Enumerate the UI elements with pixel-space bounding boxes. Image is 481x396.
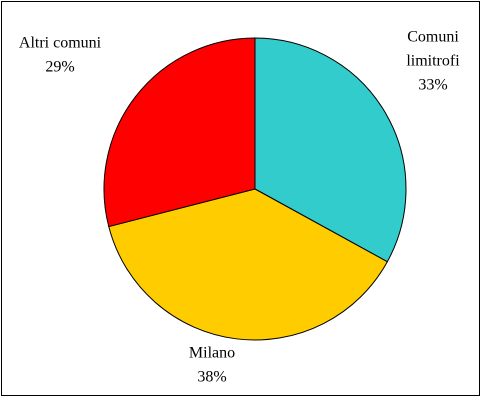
- slice-name-label-comuni-limitrofi: limitrofi: [406, 53, 460, 70]
- pie-slice-altri-comuni: [103, 37, 256, 228]
- slice-percent-label-altri-comuni: 29%: [45, 59, 74, 76]
- slice-name-label-comuni-limitrofi: Comuni: [407, 29, 459, 46]
- pie-slice-comuni-limitrofi: [254, 37, 407, 263]
- pie-slice-milano: [108, 188, 389, 341]
- slice-name-label-altri-comuni: Altri comuni: [19, 35, 102, 52]
- slice-name-label-milano: Milano: [189, 345, 235, 362]
- slice-percent-label-comuni-limitrofi: 33%: [418, 77, 447, 94]
- slice-percent-label-milano: 38%: [197, 369, 226, 386]
